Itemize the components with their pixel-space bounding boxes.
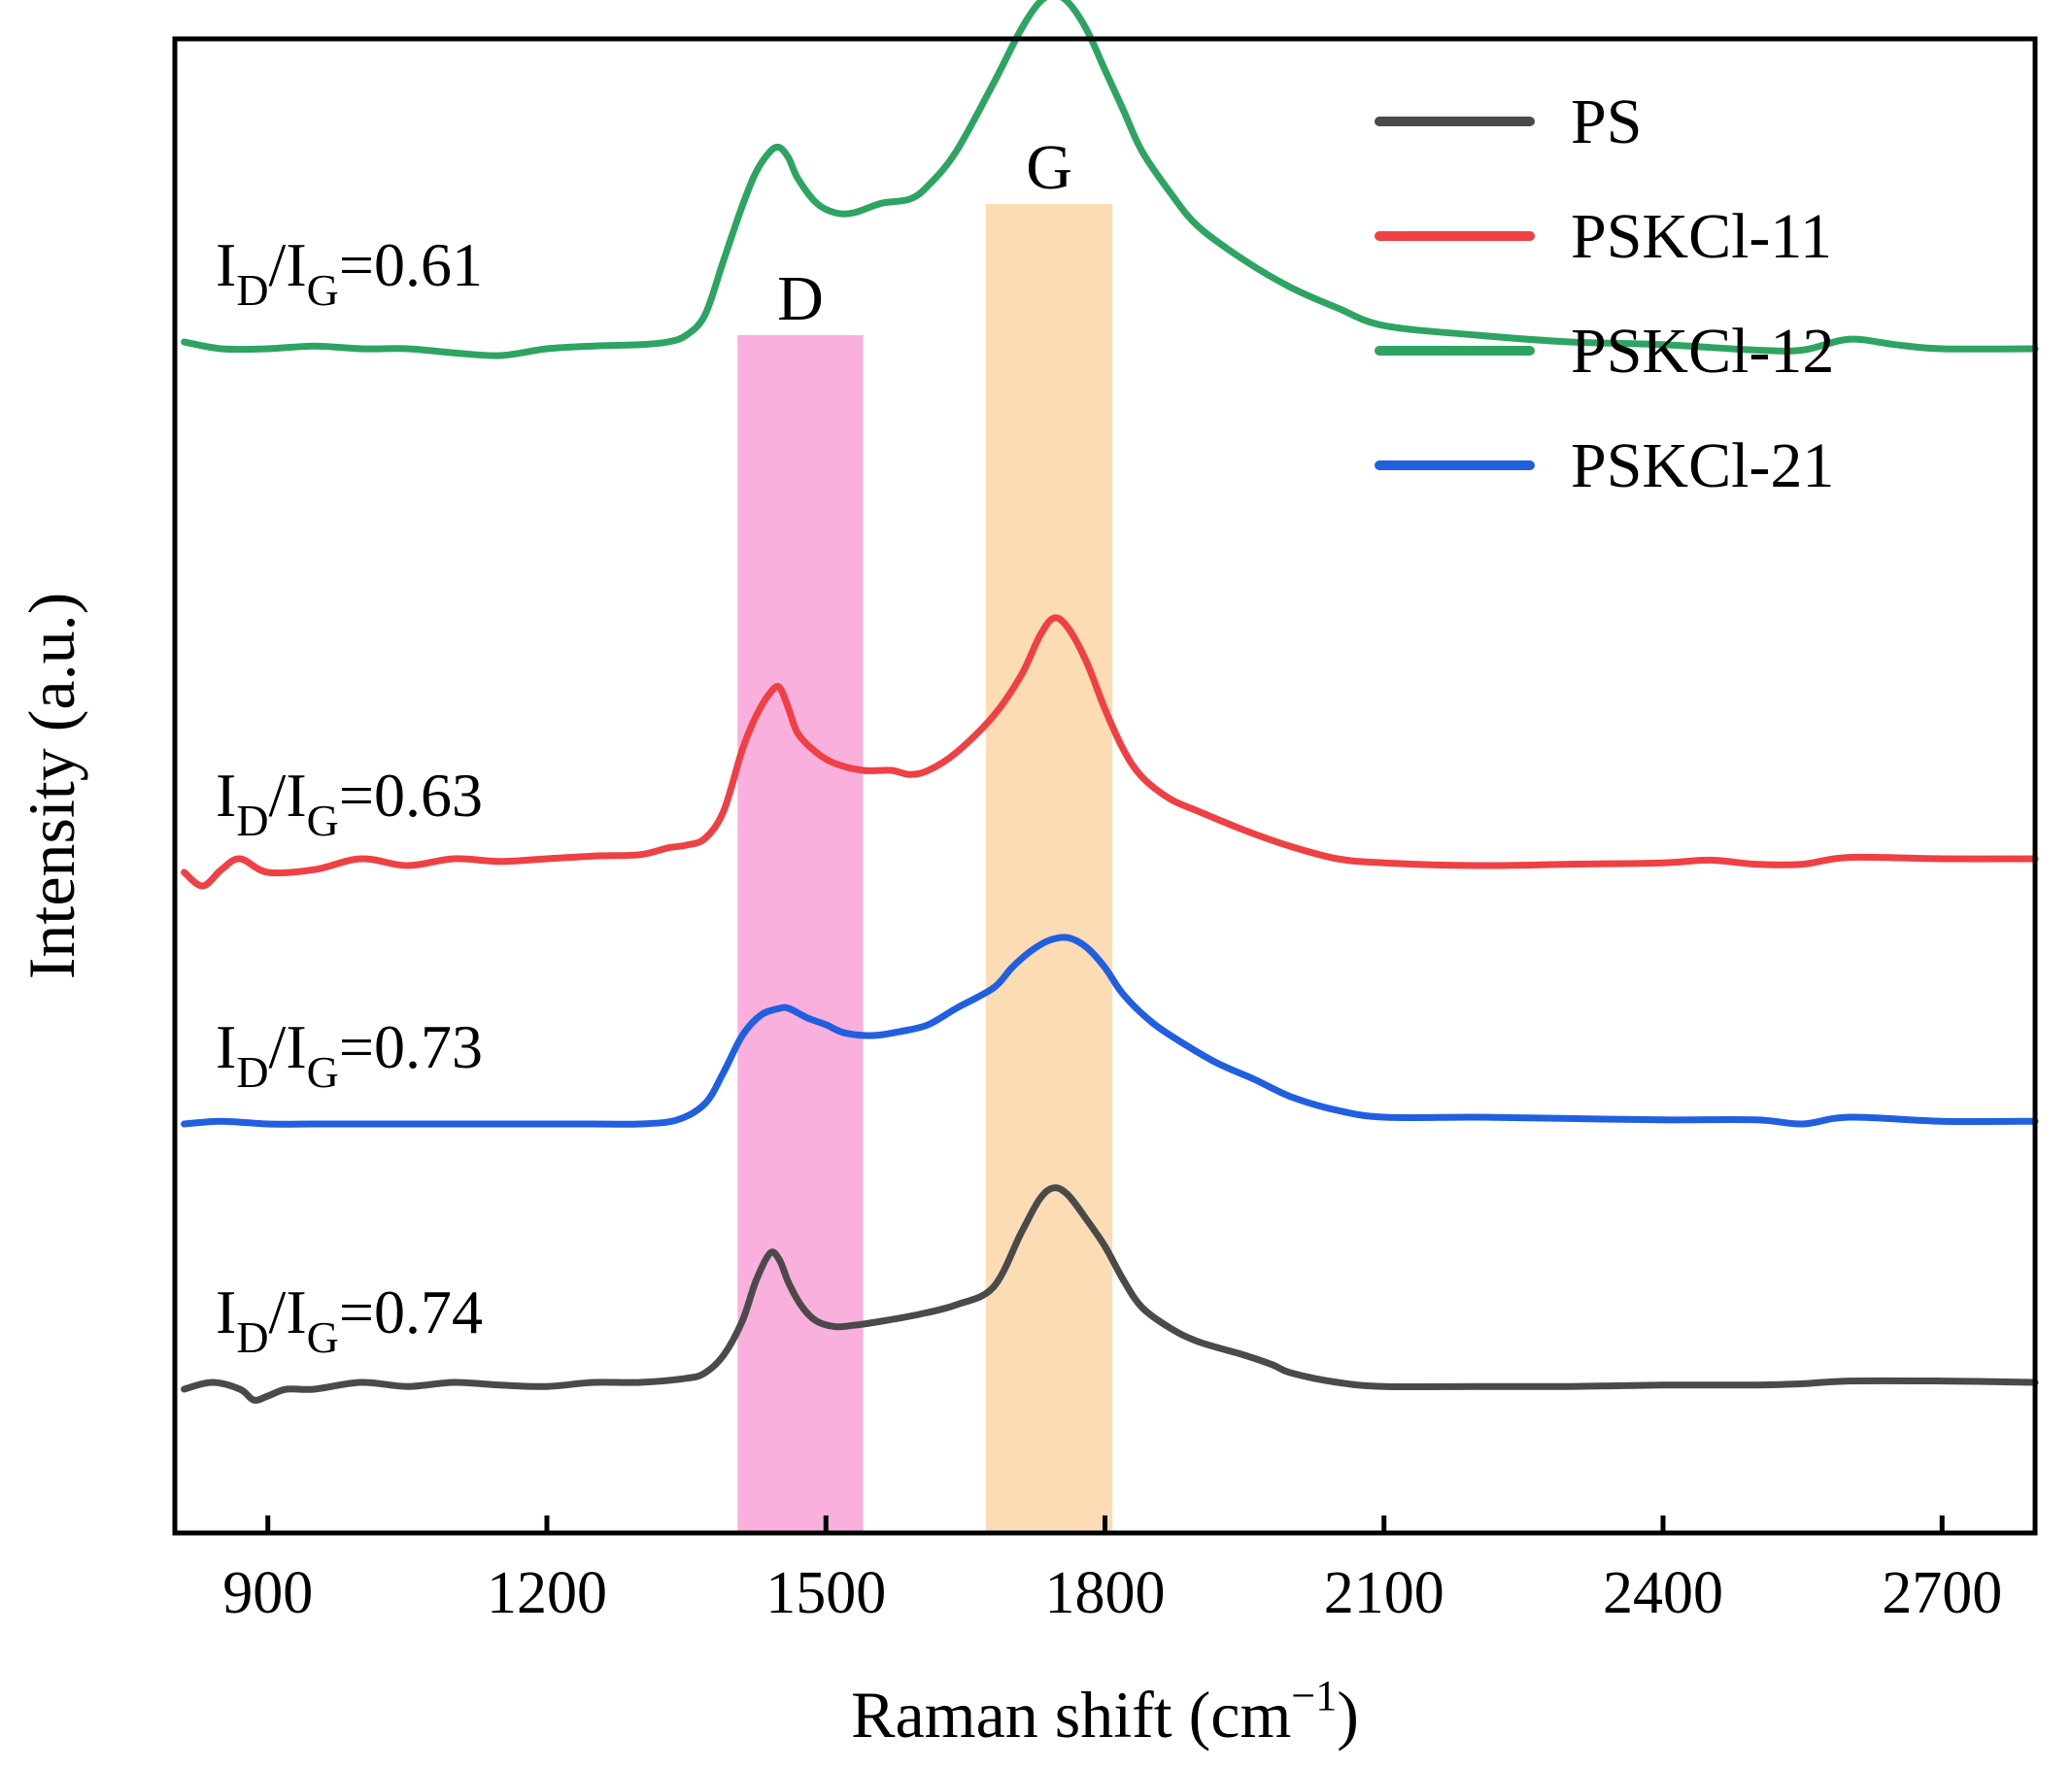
legend-label-pskcl-11: PSKCl-11 (1571, 201, 1832, 272)
x-tick-label-1500: 1500 (765, 1560, 886, 1626)
x-tick-label-900: 900 (222, 1560, 313, 1626)
ratio-part: D (236, 796, 268, 845)
x-ticks: 900 1200 1500 1800 2100 2400 2700 (222, 1515, 2002, 1626)
x-tick-label-2400: 2400 (1603, 1560, 1723, 1626)
x-tick-label-1200: 1200 (487, 1560, 607, 1626)
ratio-label-ps: ID/IG=0.74 (216, 1277, 483, 1362)
ratio-label-pskcl-12: ID/IG=0.61 (216, 230, 483, 315)
ratio-part: G (307, 1312, 339, 1362)
ratio-part: =0.74 (339, 1277, 483, 1346)
ratio-part: G (307, 796, 339, 845)
x-axis-title-main: Raman shift (cm (851, 1678, 1291, 1752)
ratio-part: G (307, 1047, 339, 1097)
x-tick-label-1800: 1800 (1045, 1560, 1166, 1626)
legend-label-ps: PS (1571, 86, 1642, 157)
band-label-g: G (1026, 132, 1072, 203)
series-line-ps (181, 1184, 2039, 1404)
ratio-part: =0.61 (339, 230, 483, 299)
x-axis-title-close: ) (1337, 1678, 1359, 1752)
ratio-part: /I (269, 1012, 307, 1081)
text-labels: ID/IG=0.74ID/IG=0.63ID/IG=0.61ID/IG=0.73… (216, 86, 1834, 1362)
x-axis-title-sup: −1 (1291, 1672, 1337, 1719)
x-tick-label-2100: 2100 (1324, 1560, 1444, 1626)
ratio-part: =0.73 (339, 1012, 483, 1081)
ratio-part: G (307, 265, 339, 315)
legend-label-pskcl-21: PSKCl-21 (1571, 430, 1834, 501)
band-d (737, 335, 864, 1533)
ratio-part: /I (269, 761, 307, 830)
series-line-pskcl-21 (181, 934, 2039, 1128)
series-line-pskcl-11 (181, 614, 2039, 890)
x-axis-title: Raman shift (cm−1) (851, 1672, 1359, 1752)
ratio-part: I (216, 1012, 236, 1081)
legend-label-pskcl-12: PSKCl-12 (1571, 316, 1834, 387)
series-layer (181, 0, 2039, 1404)
y-axis-title: Intensity (a.u.) (15, 593, 88, 979)
ratio-part: D (236, 1047, 268, 1097)
ratio-part: /I (269, 230, 307, 299)
bands-layer: DG (737, 132, 1113, 1533)
ratio-part: /I (269, 1277, 307, 1346)
ratio-part: D (236, 1312, 268, 1362)
ratio-label-pskcl-21: ID/IG=0.73 (216, 1012, 483, 1097)
ratio-part: I (216, 1277, 236, 1346)
ratio-part: I (216, 761, 236, 830)
band-g (985, 204, 1113, 1533)
band-label-d: D (777, 263, 824, 334)
ratio-part: =0.63 (339, 761, 483, 830)
x-tick-label-2700: 2700 (1882, 1560, 2002, 1626)
ratio-part: I (216, 230, 236, 299)
series-line-pskcl-12 (181, 0, 2039, 359)
ratio-label-pskcl-11: ID/IG=0.63 (216, 761, 483, 845)
ratio-part: D (236, 265, 268, 315)
